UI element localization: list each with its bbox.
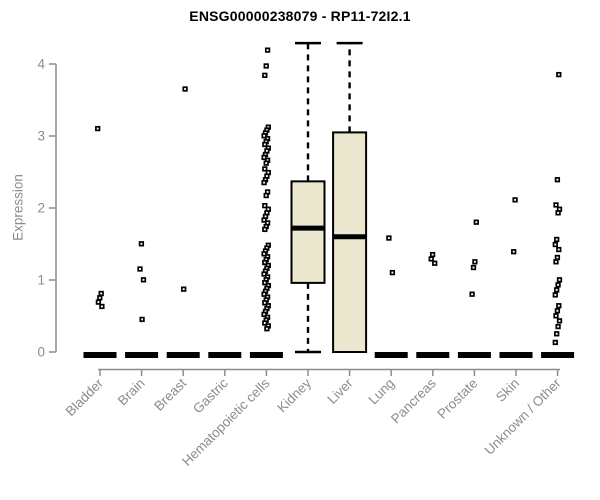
outlier-point — [386, 235, 392, 241]
outlier-point — [556, 277, 563, 283]
y-tick-label: 2 — [37, 201, 45, 216]
outlier-point — [552, 339, 558, 346]
outlier-point — [261, 179, 267, 186]
y-tick-label: 1 — [37, 273, 45, 288]
zero-bar-gastric — [208, 352, 242, 358]
outlier-point — [472, 259, 478, 265]
x-tick-label-unknown-other: Unknown / Other — [481, 375, 564, 458]
outlier-point — [261, 133, 267, 139]
outlier-point — [554, 254, 561, 261]
zero-bar-bladder — [83, 352, 117, 358]
x-tick-label-bladder: Bladder — [63, 375, 107, 419]
outlier-point — [262, 320, 268, 326]
outlier-point — [552, 292, 558, 298]
outlier-point — [98, 290, 104, 297]
outlier-point — [511, 249, 517, 255]
outlier-point — [261, 311, 267, 318]
outlier-point — [432, 260, 438, 266]
box-kidney — [290, 180, 326, 284]
outlier-point — [137, 266, 143, 272]
zero-bar-prostate — [457, 352, 491, 358]
x-tick-label-pancreas: Pancreas — [388, 375, 439, 426]
outlier-point — [262, 202, 268, 209]
outlier-point — [262, 300, 268, 306]
outlier-point — [553, 313, 559, 319]
outlier-point — [552, 241, 558, 248]
outlier-point — [556, 318, 563, 324]
outlier-point — [554, 287, 560, 293]
outlier-point — [262, 280, 268, 286]
zero-bar-skin — [499, 352, 533, 358]
x-tick-label-breast: Breast — [151, 375, 189, 413]
outlier-point — [428, 256, 434, 262]
outlier-point — [261, 251, 267, 257]
zero-bar-pancreas — [416, 352, 450, 358]
box-liver — [332, 131, 368, 353]
outlier-point — [554, 177, 561, 183]
zero-bar-hematopoietic-cells — [249, 352, 283, 358]
outlier-point — [261, 271, 267, 277]
outlier-point — [262, 141, 268, 148]
outlier-point — [139, 316, 145, 323]
outlier-point — [556, 246, 562, 253]
outlier-point — [262, 226, 268, 233]
outlier-point — [555, 323, 561, 330]
outlier-point — [138, 241, 145, 247]
outlier-point — [553, 202, 559, 208]
x-tick-label-gastric: Gastric — [190, 375, 231, 416]
zero-bar-breast — [166, 352, 200, 358]
outlier-point — [554, 236, 560, 243]
y-tick-label: 0 — [37, 345, 45, 360]
outlier-point — [182, 86, 188, 92]
outlier-point — [554, 331, 560, 337]
zero-bar-unknown-other — [541, 352, 575, 358]
outlier-point — [263, 160, 269, 166]
outlier-point — [140, 277, 147, 283]
x-tick-label-skin: Skin — [493, 376, 522, 405]
outlier-point — [95, 125, 101, 132]
outlier-point — [512, 197, 518, 203]
outlier-point — [389, 269, 396, 276]
outlier-point — [429, 251, 436, 258]
outlier-point — [99, 303, 105, 310]
outlier-point — [554, 308, 561, 314]
y-tick-label: 4 — [37, 57, 45, 72]
zero-bar-brain — [125, 352, 159, 358]
outlier-point — [555, 210, 561, 216]
outlier-point — [262, 259, 268, 266]
x-tick-label-kidney: Kidney — [274, 375, 314, 415]
outlier-point — [261, 217, 267, 223]
x-tick-label-liver: Liver — [324, 375, 356, 407]
x-tick-label-lung: Lung — [365, 376, 397, 408]
outlier-point — [261, 291, 267, 297]
outlier-point — [263, 192, 269, 199]
chart-title: ENSG00000238079 - RP11-72I2.1 — [189, 8, 411, 24]
outlier-point — [97, 295, 103, 301]
y-tick-label: 3 — [37, 129, 45, 144]
outlier-point — [261, 154, 267, 161]
outlier-point — [95, 299, 102, 305]
outlier-point — [262, 72, 268, 78]
x-tick-label-brain: Brain — [115, 376, 148, 409]
outlier-point — [556, 71, 562, 78]
outlier-point — [264, 326, 270, 332]
outlier-point — [262, 166, 268, 172]
outlier-point — [553, 259, 559, 265]
outlier-point — [264, 47, 271, 53]
outlier-point — [470, 264, 477, 271]
outlier-point — [473, 219, 479, 225]
x-tick-label-prostate: Prostate — [434, 376, 480, 422]
outlier-point — [469, 291, 475, 297]
outlier-point — [555, 282, 561, 288]
zero-bar-lung — [374, 352, 408, 358]
outlier-point — [263, 63, 269, 69]
outlier-point — [181, 286, 187, 292]
outlier-point — [556, 303, 562, 309]
